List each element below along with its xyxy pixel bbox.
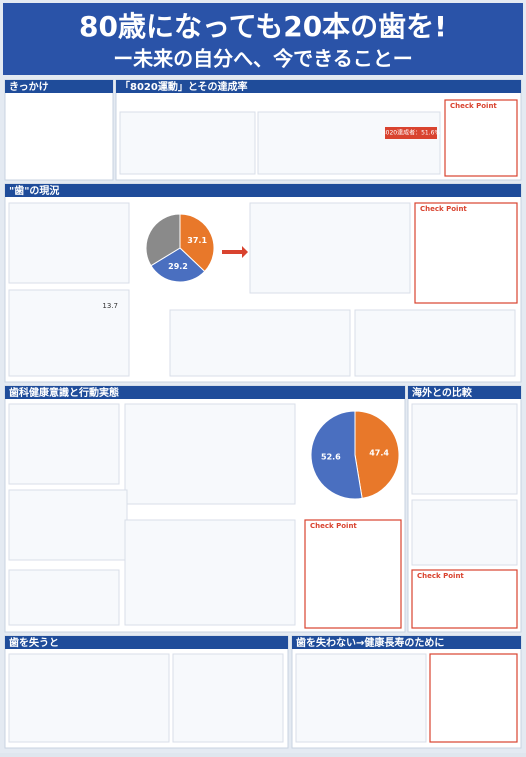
chart-frame: [354, 309, 516, 377]
section-header: [292, 636, 521, 649]
check-point-label: Check Point: [417, 572, 464, 580]
chart-label: 13.7: [102, 302, 118, 310]
check-point-box: [444, 99, 518, 177]
chart-frame: [249, 202, 411, 294]
check-point-box: [414, 202, 518, 304]
chart-frame: [8, 653, 170, 743]
section-heading: 海外との比較: [412, 386, 473, 399]
pie-chart: 37.1 29.2: [145, 213, 215, 283]
chart-frame: [257, 111, 441, 175]
chart-frame: [8, 403, 120, 485]
check-point-label: Check Point: [450, 102, 497, 110]
highlight-box: [385, 127, 437, 139]
check-point-label: Check Point: [420, 205, 467, 213]
slice-label: 52.6: [321, 452, 341, 461]
section-heading: 歯科健康意識と行動実態: [9, 386, 119, 399]
title: 80歳になっても20本の歯を!: [79, 10, 447, 43]
highlight: 8020達成者：51.6%: [382, 129, 441, 137]
section-heading: きっかけ: [9, 81, 49, 93]
check-point-box: [429, 653, 518, 743]
pie-slice: [150, 247, 206, 283]
chart-frame: [411, 499, 518, 566]
pie-rest: [145, 213, 181, 267]
chart-frame: [124, 519, 296, 626]
panel: [4, 79, 114, 181]
section-heading: 「8020運動」とその達成率: [120, 80, 248, 93]
section-header: [408, 386, 521, 399]
section-header: [5, 80, 113, 93]
subtitle: ー未来の自分へ、今できることー: [113, 47, 413, 71]
chart-frame: [8, 489, 128, 561]
slice-label: 47.4: [369, 449, 389, 458]
check-point-label: Check Point: [310, 522, 357, 530]
chart-frame: [119, 111, 256, 175]
pie-slice: [310, 410, 363, 500]
section-heading: 歯を失わない→健康長寿のために: [296, 636, 444, 649]
chart-frame: [295, 653, 427, 743]
section-header: [5, 184, 521, 197]
pie-slice: [179, 213, 215, 273]
section-heading: "歯"の現況: [9, 184, 59, 197]
section-header: [5, 386, 405, 399]
chart-frame: [8, 569, 120, 626]
slice-label: 37.1: [187, 236, 207, 245]
section-heading: 歯を失うと: [9, 636, 59, 649]
chart-frame: [8, 202, 130, 284]
pie-chart: 47.4 52.6: [310, 410, 400, 500]
arrow: [222, 246, 248, 258]
chart-frame: [124, 403, 296, 505]
chart-frame: [169, 309, 351, 377]
banner: [3, 3, 523, 75]
check-point-box: [411, 569, 518, 629]
chart-frame: [8, 289, 130, 377]
slice-label: 29.2: [168, 262, 188, 271]
section-header: [5, 636, 288, 649]
check-point-box: [304, 519, 402, 629]
section-header: [116, 80, 521, 93]
chart-frame: [411, 403, 518, 495]
pie-slice: [354, 410, 400, 499]
chart-frame: [172, 653, 284, 743]
